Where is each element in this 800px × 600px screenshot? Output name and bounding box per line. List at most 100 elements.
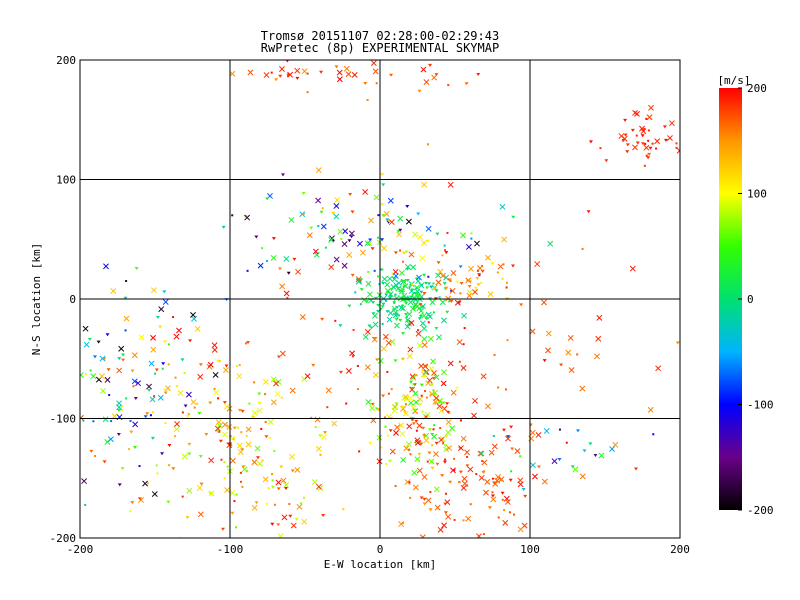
data-point-triangle [425, 239, 430, 243]
data-point-triangle [633, 467, 638, 471]
data-point-dot [286, 296, 289, 299]
data-point-triangle [381, 183, 386, 187]
data-point-cross [416, 305, 423, 312]
data-point-cross [394, 424, 401, 431]
data-point-cross [632, 109, 639, 116]
data-point-dot [93, 455, 96, 458]
data-point-triangle [441, 401, 446, 405]
x-axis-label: E-W location [km] [324, 558, 437, 571]
data-point-dot [288, 503, 291, 506]
data-point-cross [306, 232, 313, 239]
data-point-cross [301, 518, 308, 525]
data-point-cross [419, 255, 426, 262]
data-point-dot [508, 511, 511, 514]
data-point-dot [424, 389, 427, 392]
data-point-dot [519, 455, 522, 458]
data-point-dot [500, 479, 503, 482]
data-point-triangle [400, 296, 405, 300]
data-point-triangle [417, 452, 422, 456]
data-point-triangle [288, 514, 293, 518]
data-point-triangle [347, 304, 352, 308]
data-point-cross [596, 314, 603, 321]
data-point-cross [222, 431, 229, 438]
data-point-cross [267, 419, 274, 425]
data-point-dot [576, 353, 579, 356]
data-point-cross [173, 333, 180, 340]
data-point-triangle [417, 317, 422, 321]
data-point-triangle [422, 497, 427, 501]
data-point-dot [384, 425, 387, 428]
data-point-triangle [274, 78, 279, 82]
data-point-triangle [281, 173, 286, 177]
data-point-cross [495, 474, 502, 480]
data-point-cross [376, 434, 383, 441]
data-point-cross [131, 352, 138, 359]
data-point-cross [213, 389, 219, 396]
data-point-triangle [130, 369, 135, 373]
data-point-triangle [323, 431, 328, 435]
data-point-dot [493, 353, 496, 356]
data-point-dot [651, 142, 654, 145]
data-point-dot [286, 74, 289, 77]
data-point-triangle [381, 394, 386, 398]
data-point-cross [517, 481, 524, 488]
data-point-cross [222, 421, 229, 428]
data-point-dot [505, 388, 508, 391]
data-point-cross [428, 365, 435, 372]
data-point-cross [456, 339, 463, 346]
data-point-dot [452, 457, 455, 460]
data-point-dot [261, 459, 264, 462]
data-point-cross [107, 436, 114, 443]
data-point-triangle [523, 494, 528, 498]
data-point-triangle [457, 300, 462, 304]
data-point-dot [167, 363, 170, 366]
data-point-triangle [116, 432, 121, 436]
data-point-dot [226, 465, 229, 468]
data-point-triangle [487, 506, 492, 510]
data-point-cross [432, 451, 439, 457]
data-point-cross [222, 367, 229, 374]
data-point-triangle [309, 226, 314, 230]
data-point-dot [415, 287, 418, 290]
data-point-dot [239, 471, 242, 474]
data-point-dot [266, 259, 269, 262]
data-point-dot [432, 428, 435, 431]
data-point-triangle [369, 326, 374, 330]
scatter-points [80, 60, 680, 538]
data-point-cross [257, 262, 264, 269]
data-point-cross [90, 373, 97, 380]
data-point-cross [438, 407, 445, 414]
data-point-cross [433, 374, 440, 381]
data-point-triangle [120, 467, 125, 471]
data-point-triangle [257, 401, 262, 405]
data-point-cross [315, 167, 322, 174]
data-point-triangle [464, 82, 469, 86]
data-point-cross [214, 425, 221, 432]
data-point-triangle [106, 368, 111, 372]
data-point-cross [408, 251, 415, 258]
data-point-triangle [418, 303, 423, 307]
data-point-triangle [279, 465, 284, 469]
data-point-triangle [216, 359, 221, 363]
data-point-dot [394, 293, 397, 296]
data-point-dot [445, 492, 448, 495]
data-point-dot [381, 268, 384, 271]
data-point-triangle [278, 267, 283, 271]
data-point-dot [466, 455, 469, 458]
data-point-cross [290, 522, 297, 529]
data-point-cross [211, 342, 218, 349]
data-point-triangle [416, 212, 421, 216]
data-point-triangle [422, 273, 427, 277]
data-point-cross [643, 144, 650, 151]
data-point-cross [446, 445, 453, 452]
data-point-cross [667, 135, 673, 141]
data-point-triangle [367, 324, 372, 328]
data-point-cross [528, 435, 535, 442]
data-point-dot [358, 450, 361, 453]
data-point-triangle [385, 218, 390, 222]
data-point-triangle [198, 363, 203, 367]
data-point-dot [82, 419, 85, 422]
data-point-cross [450, 389, 457, 396]
data-point-cross [415, 277, 422, 284]
